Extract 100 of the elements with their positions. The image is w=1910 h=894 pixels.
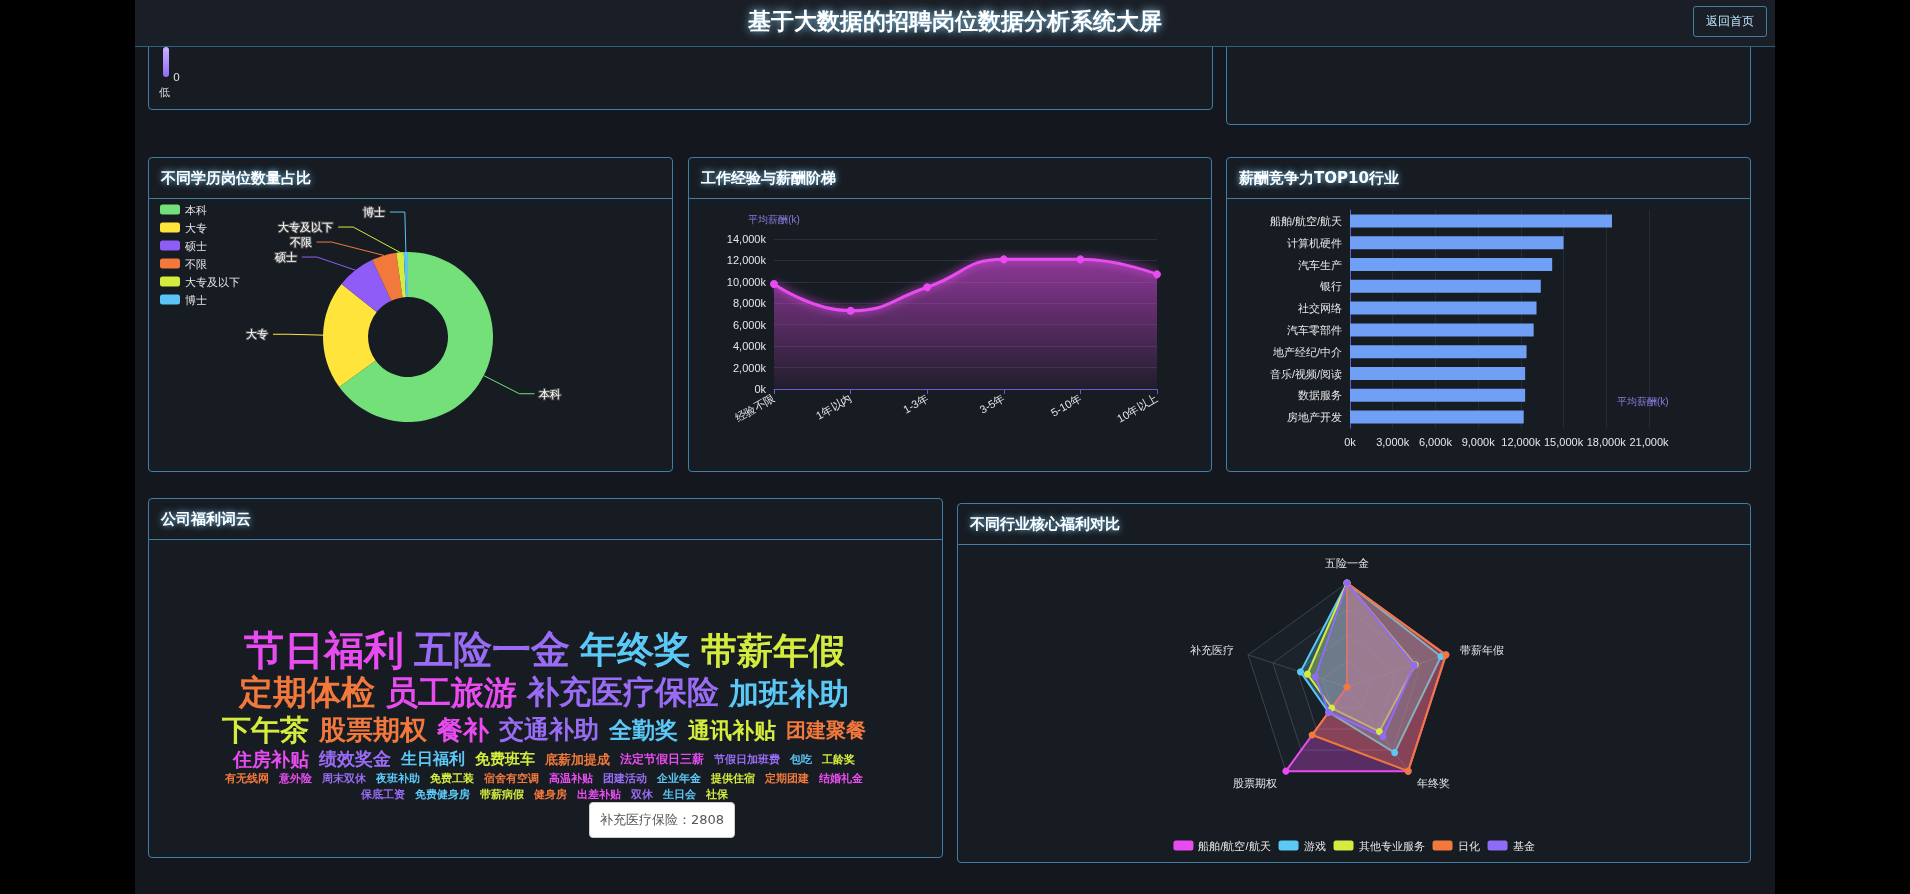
x-tick-label: 3-5年 [977, 391, 1007, 416]
text: 年终奖 [579, 628, 691, 671]
x-axis-title: 平均薪酬(k) [1617, 395, 1669, 407]
y-tick-label: 汽车零部件 [1287, 323, 1342, 336]
text: 不同行业核心福利对比 [958, 504, 1750, 545]
text: 节日福利 [243, 627, 404, 674]
x-tick-label: 1-3年 [900, 391, 931, 416]
text: 团建聚餐 [786, 717, 866, 742]
legend-label: 其他专业服务 [1358, 839, 1425, 852]
legend-label: 大专 [185, 221, 207, 234]
text: 餐补 [437, 714, 489, 745]
legend-label: 大专及以下 [185, 275, 240, 288]
y-tick-label: 汽车生产 [1298, 258, 1342, 271]
text: 免费健身房 [414, 788, 470, 802]
x-tick-label: 0k [1344, 435, 1357, 448]
x-tick-label: 10年以上 [1114, 391, 1160, 425]
text: 周末双休 [322, 772, 366, 786]
text: 出差补贴 [576, 788, 621, 802]
legend-label: 博士 [185, 293, 207, 306]
legend-label: 硕士 [184, 239, 207, 252]
legend-label: 基金 [1512, 839, 1535, 852]
chart-title: 工作经验与薪酬阶梯 [689, 158, 1211, 199]
slice-label: 硕士 [273, 251, 297, 264]
text: 全勤奖 [609, 717, 678, 744]
y-tick-label: 地产经纪/中介 [1271, 345, 1342, 358]
spoke-label: 带薪年假 [1460, 644, 1505, 657]
legend-label: 游戏 [1303, 839, 1326, 852]
x-tick-label: 3,000k [1376, 435, 1410, 448]
slice-label: 博士 [362, 206, 385, 219]
text: 宿舍有空调 [484, 772, 539, 786]
text: 绩效奖金 [319, 748, 391, 770]
text: 免费班车 [475, 749, 535, 768]
text: 公司福利词云 [149, 499, 942, 540]
y-tick-label: 12,000k [726, 254, 767, 267]
text: 节假日加班费 [714, 752, 780, 766]
legend-label: 日化 [1457, 839, 1480, 852]
text: 基于大数据的招聘岗位数据分析系统大屏 [748, 8, 1162, 34]
text: 加班补助 [729, 675, 849, 711]
y-tick-label: 6,000k [732, 318, 767, 331]
slice-label: 不限 [289, 236, 312, 249]
text: 五险一金 [413, 626, 570, 672]
text: 提供住宿 [711, 772, 755, 786]
x-tick-label: 18,000k [1586, 435, 1627, 448]
chart-title: 不同学历岗位数量占比 [149, 158, 672, 199]
spoke-label: 股票期权 [1233, 777, 1278, 790]
slice-label: 大专及以下 [278, 221, 334, 234]
y-tick-label: 社交网络 [1298, 302, 1342, 315]
text: 通讯补贴 [688, 717, 776, 743]
x-tick-label: 1年以内 [813, 391, 854, 422]
text: 生日会 [662, 788, 696, 802]
x-tick-label: 12,000k [1501, 435, 1541, 448]
text: 底薪加提成 [545, 751, 610, 767]
text: 工龄奖 [822, 752, 855, 766]
x-tick-label: 6,000k [1418, 435, 1453, 448]
y-tick-label: 音乐/视频/阅读 [1269, 367, 1342, 380]
text: 0 [173, 71, 180, 84]
y-tick-label: 8,000k [732, 297, 767, 310]
text: 生日福利 [401, 749, 465, 769]
x-tick-label: 15,000k [1543, 435, 1584, 448]
text: 企业年金 [657, 772, 701, 786]
y-tick-label: 14,000k [726, 233, 767, 245]
text: 定期体检 [239, 672, 375, 713]
text: 社保 [705, 788, 728, 802]
text: 住房补贴 [233, 747, 309, 770]
text: 带薪年假 [700, 629, 845, 671]
spoke-label: 五险一金 [1325, 556, 1369, 569]
y-tick-label: 银行 [1319, 280, 1342, 293]
text: 员工旅游 [385, 672, 517, 712]
text: 结婚礼金 [819, 772, 863, 786]
text: 交通补助 [499, 715, 599, 745]
text: 带薪病假 [479, 788, 524, 802]
y-tick-label: 房地产开发 [1287, 411, 1342, 424]
text: 免费工装 [430, 772, 474, 786]
y-tick-label: 2,000k [732, 361, 767, 374]
slice-label: 本科 [539, 387, 562, 400]
spoke-label: 年终奖 [1416, 777, 1450, 790]
legend-label: 不限 [185, 257, 207, 270]
text: 保底工资 [360, 788, 405, 802]
legend-label: 船舶/航空/航天 [1198, 839, 1271, 852]
text: 定期团建 [765, 772, 809, 786]
spoke-label: 补充医疗 [1189, 644, 1234, 657]
y-tick-label: 船舶/航空/航天 [1269, 214, 1342, 227]
y-tick-label: 10,000k [726, 275, 767, 288]
text: 健身房 [533, 788, 567, 802]
text: 包吃 [790, 752, 812, 766]
y-tick-label: 4,000k [732, 340, 767, 353]
text: 低 [159, 85, 170, 100]
x-tick-label: 5-10年 [1048, 391, 1084, 419]
text: 夜班补助 [376, 772, 420, 786]
text: 有无线网 [225, 772, 269, 786]
text: 高温补贴 [549, 772, 593, 786]
text: 补充医疗保险 [527, 673, 719, 712]
text: 下午茶 [222, 713, 309, 748]
chart-title: 薪酬竞争力TOP10行业 [1227, 158, 1750, 199]
y-tick-label: 数据服务 [1298, 389, 1342, 402]
y-tick-label: 0k [754, 383, 767, 395]
text: 股票期权 [319, 714, 427, 746]
x-tick-label: 9,000k [1461, 435, 1496, 448]
text: 双休 [630, 788, 653, 802]
x-tick-label: 21,000k [1629, 435, 1670, 448]
